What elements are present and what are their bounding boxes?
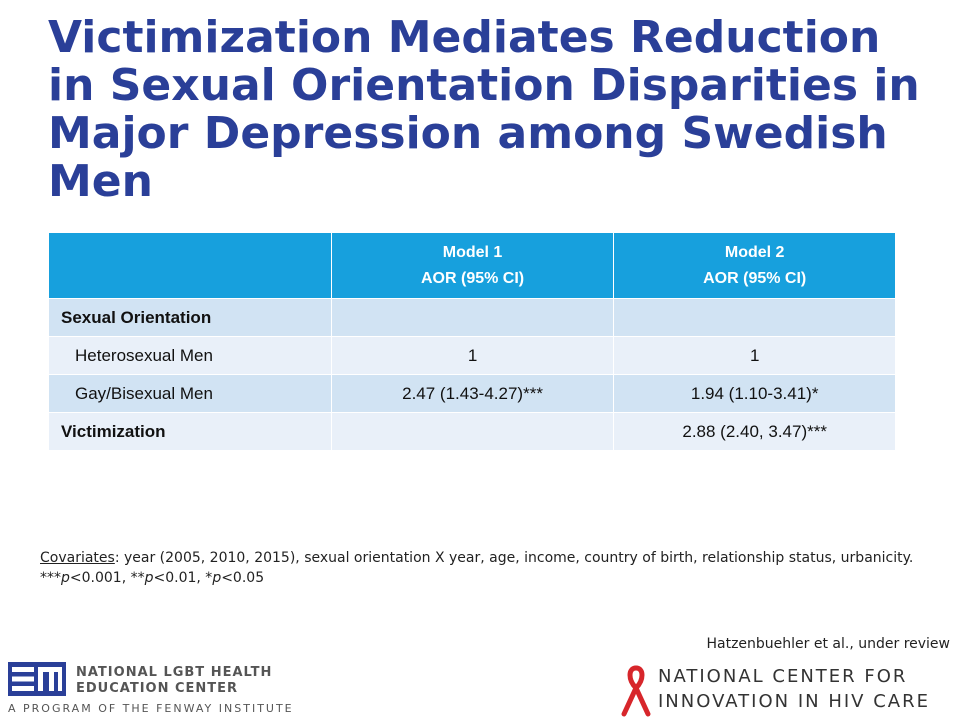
slide-title: Victimization Mediates Reduction in Sexu…: [48, 12, 920, 207]
sig-threshold-3: <0.05: [221, 570, 265, 586]
header-cell-model1: Model 1 AOR (95% CI): [330, 232, 615, 299]
covariates-label: Covariates: [40, 550, 115, 566]
cell-model2: 2.88 (2.40, 3.47)***: [613, 412, 896, 451]
p-symbol: p: [212, 570, 222, 586]
citation: Hatzenbuehler et al., under review: [706, 636, 950, 652]
cell-model1: 2.47 (1.43-4.27)***: [330, 374, 615, 413]
header-model1-metric: AOR (95% CI): [420, 269, 525, 287]
cell-model1: [330, 298, 615, 337]
row-label: Victimization: [48, 412, 332, 451]
hiv-care-center-logo: NATIONAL CENTER FOR INNOVATION IN HIV CA…: [620, 664, 960, 720]
header-model2-metric: AOR (95% CI): [703, 269, 807, 287]
hiv-logo-line1: NATIONAL CENTER FOR: [658, 666, 908, 687]
row-label: Sexual Orientation: [48, 298, 332, 337]
cell-model2: [613, 298, 896, 337]
cell-model1: 1: [330, 336, 615, 375]
significance-note: ***p<0.001, **p<0.01, *p<0.05: [40, 568, 940, 588]
footnotes: Covariates: year (2005, 2010, 2015), sex…: [40, 548, 940, 588]
red-ribbon-icon: [621, 665, 651, 717]
hiv-logo-line2: INNOVATION IN HIV CARE: [658, 691, 930, 712]
cell-model1: [330, 412, 615, 451]
header-cell-empty: [48, 232, 332, 299]
lgbt-logo-line2: EDUCATION CENTER: [76, 681, 239, 696]
cell-model2: 1: [613, 336, 896, 375]
sig-stars: ***: [40, 570, 61, 586]
table-header-row: Model 1 AOR (95% CI) Model 2 AOR (95% CI…: [48, 232, 896, 299]
lgbt-education-center-logo: NATIONAL LGBT HEALTH EDUCATION CENTER A …: [8, 662, 308, 718]
table-row: Gay/Bisexual Men 2.47 (1.43-4.27)*** 1.9…: [48, 374, 896, 413]
cell-model2: 1.94 (1.10-3.41)*: [613, 374, 896, 413]
lgbt-logo-line1: NATIONAL LGBT HEALTH: [76, 665, 273, 680]
sig-threshold-1: <0.001, **: [69, 570, 145, 586]
lgbt-logo-tagline: A PROGRAM OF THE FENWAY INSTITUTE: [8, 702, 294, 715]
lgbt-center-mark-icon: [8, 662, 66, 696]
row-label: Heterosexual Men: [48, 336, 332, 375]
p-symbol: p: [61, 570, 70, 586]
covariates-text: : year (2005, 2010, 2015), sexual orient…: [114, 550, 914, 566]
results-table: Model 1 AOR (95% CI) Model 2 AOR (95% CI…: [48, 232, 896, 451]
sig-threshold-2: <0.01, *: [153, 570, 213, 586]
header-cell-model2: Model 2 AOR (95% CI): [613, 232, 896, 299]
table-row: Heterosexual Men 1 1: [48, 336, 896, 375]
table-row: Victimization 2.88 (2.40, 3.47)***: [48, 412, 896, 451]
row-label: Gay/Bisexual Men: [48, 374, 332, 413]
header-model2-name: Model 2: [724, 243, 785, 261]
p-symbol: p: [144, 570, 154, 586]
table-row: Sexual Orientation: [48, 298, 896, 337]
covariates-note: Covariates: year (2005, 2010, 2015), sex…: [40, 548, 940, 568]
header-model1-name: Model 1: [442, 243, 503, 261]
